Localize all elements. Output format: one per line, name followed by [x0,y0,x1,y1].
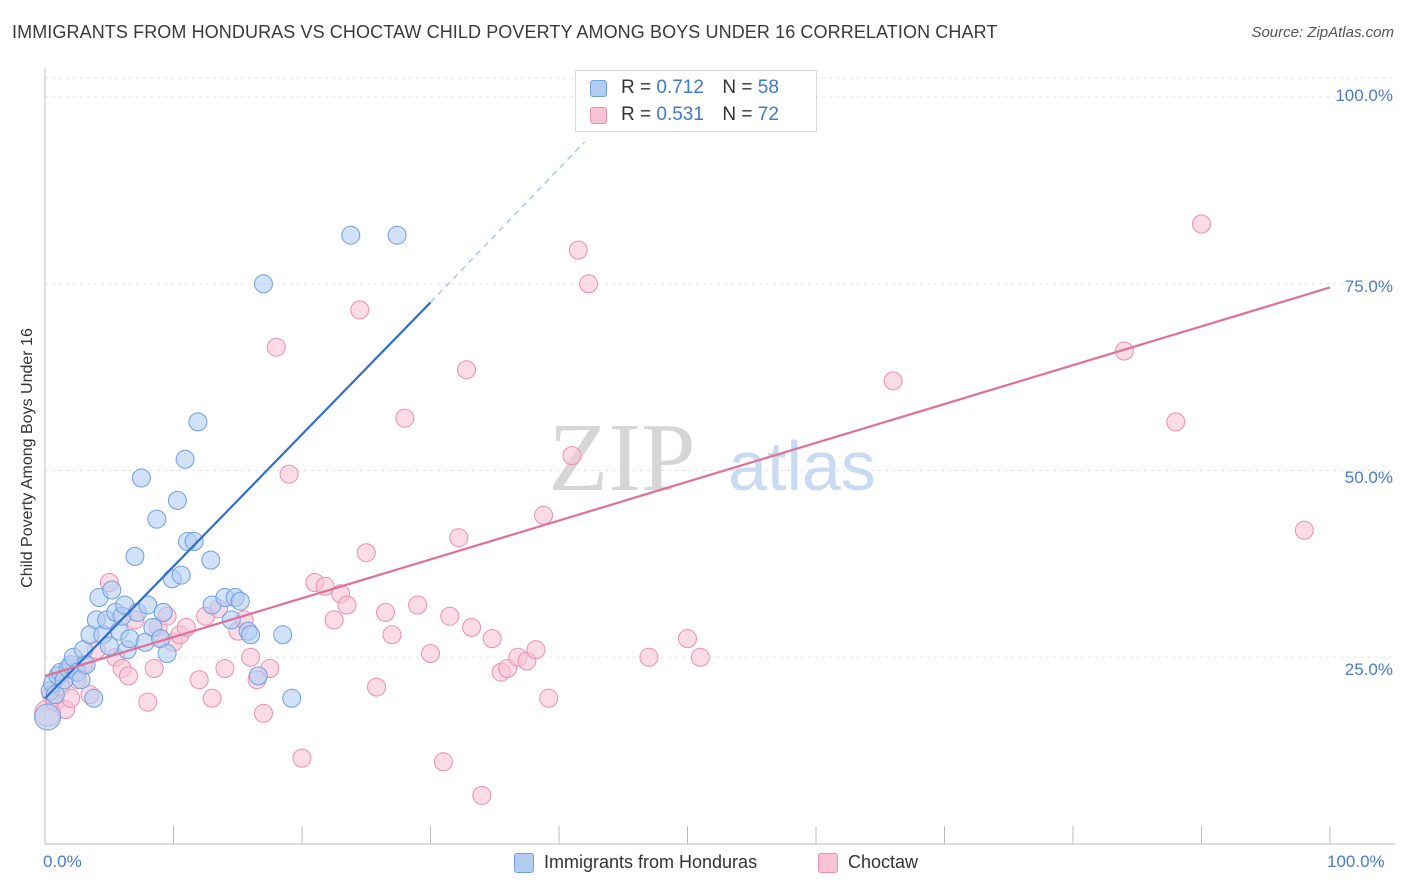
honduras-point [176,450,194,468]
choctaw-point [1167,413,1185,431]
choctaw-point [242,648,260,666]
honduras-point [35,704,61,730]
choctaw-point [267,338,285,356]
axes [45,68,1395,844]
x-tick-100: 100.0% [1327,852,1385,872]
bottom-legend-swatch-pink [818,853,838,873]
choctaw-point [396,409,414,427]
bottom-legend-honduras: Immigrants from Honduras [514,852,757,873]
watermark-atlas: atlas [728,427,876,505]
choctaw-point [563,447,581,465]
legend-row-choctaw: R = 0.531 N = 72 [590,104,779,126]
choctaw-point [679,630,697,648]
bottom-legend-choctaw: Choctaw [818,852,918,873]
honduras-point [185,533,203,551]
grid-lines [45,78,1395,657]
honduras-trend-extension [431,142,585,303]
watermark: ZIP atlas [549,404,876,512]
choctaw-point [580,275,598,293]
honduras-point [126,547,144,565]
honduras-point [154,603,172,621]
correlation-legend: R = 0.712 N = 58 R = 0.531 N = 72 [575,70,817,132]
honduras-point [189,413,207,431]
choctaw-point [145,660,163,678]
honduras-point [168,491,186,509]
choctaw-point [569,241,587,259]
honduras-point [231,592,249,610]
choctaw-point [203,689,221,707]
legend-r-label: R = [621,104,651,126]
legend-swatch-pink [590,107,607,124]
choctaw-trend-line [45,287,1330,675]
choctaw-point [463,618,481,636]
y-axis-label: Child Poverty Among Boys Under 16 [19,328,37,588]
legend-n-value: 72 [758,104,779,126]
y-tick-25: 25.0% [1345,660,1393,680]
choctaw-point [540,689,558,707]
choctaw-point [527,641,545,659]
honduras-point [274,626,292,644]
legend-r-value: 0.531 [656,104,722,126]
honduras-point [148,510,166,528]
y-tick-75: 75.0% [1345,277,1393,297]
choctaw-point [338,596,356,614]
honduras-points [35,226,407,730]
choctaw-point [1193,215,1211,233]
choctaw-point [216,660,234,678]
choctaw-point [422,645,440,663]
choctaw-point [450,529,468,547]
bottom-legend-swatch-blue [514,853,534,873]
honduras-point [342,226,360,244]
choctaw-point [139,693,157,711]
choctaw-point [483,630,501,648]
honduras-point [388,226,406,244]
choctaw-point [640,648,658,666]
choctaw-point [535,506,553,524]
y-tick-100: 100.0% [1335,86,1393,106]
choctaw-point [377,603,395,621]
legend-r-label: R = [621,77,651,99]
scatter-plot: ZIP atlas [0,0,1406,892]
choctaw-point [441,607,459,625]
choctaw-point [293,749,311,767]
choctaw-point [409,596,427,614]
honduras-point [242,626,260,644]
choctaw-point [255,704,273,722]
honduras-point [255,275,273,293]
legend-swatch-blue [590,80,607,97]
legend-r-value: 0.712 [656,77,722,99]
honduras-point [132,469,150,487]
x-tick-0: 0.0% [43,852,82,872]
choctaw-point [383,626,401,644]
choctaw-point [351,301,369,319]
legend-n-label: N = [722,77,752,99]
choctaw-point [368,678,386,696]
choctaw-point [473,786,491,804]
bottom-legend-label-choctaw: Choctaw [848,852,918,873]
choctaw-point [120,667,138,685]
legend-n-value: 58 [758,77,779,99]
choctaw-point [884,372,902,390]
honduras-point [249,667,267,685]
choctaw-point [357,544,375,562]
honduras-point [85,689,103,707]
honduras-point [172,566,190,584]
honduras-point [158,645,176,663]
choctaw-point [1295,521,1313,539]
honduras-point [103,581,121,599]
choctaw-point [434,753,452,771]
legend-row-honduras: R = 0.712 N = 58 [590,77,779,99]
legend-n-label: N = [722,104,752,126]
choctaw-point [280,465,298,483]
choctaw-point [458,361,476,379]
choctaw-point [190,671,208,689]
honduras-point [283,689,301,707]
choctaw-point [691,648,709,666]
honduras-point [202,551,220,569]
bottom-legend-label-honduras: Immigrants from Honduras [544,852,757,873]
y-tick-50: 50.0% [1345,468,1393,488]
choctaw-point [325,611,343,629]
